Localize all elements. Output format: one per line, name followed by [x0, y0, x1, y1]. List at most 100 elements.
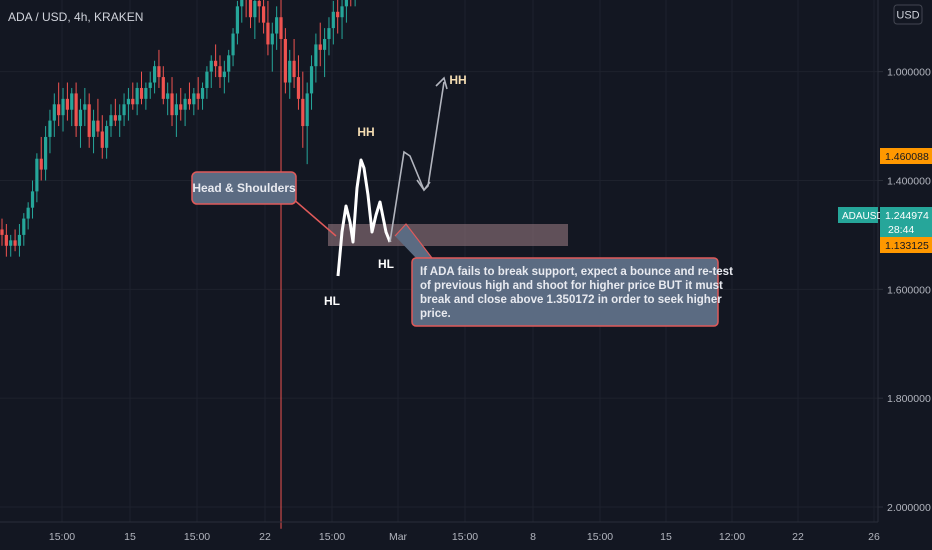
candle-body [248, 0, 253, 18]
candle [292, 38, 296, 88]
last-price-label: 1.244974 [885, 210, 929, 222]
candle-body [161, 77, 165, 99]
candle-body [35, 158, 39, 192]
time-tick-label: 22 [259, 531, 271, 543]
candle-body [17, 234, 22, 246]
candle [257, 0, 261, 23]
candle-body [39, 158, 43, 170]
candle-body [192, 93, 196, 105]
candle [222, 60, 226, 94]
candle [218, 55, 222, 88]
projection-path[interactable] [389, 81, 445, 243]
callout-pattern-text: Head & Shoulders [192, 181, 296, 195]
candle [288, 49, 292, 99]
candle [96, 98, 100, 137]
time-axis-ticks[interactable]: 15:00 15 15:00 22 15:00 Mar 15:00 8 15:00 15 12:00… [49, 531, 880, 543]
candle-body [30, 191, 35, 208]
candle-body [344, 0, 349, 7]
candle-body [253, 0, 257, 18]
candle [205, 66, 209, 99]
candle [270, 22, 274, 72]
support-price-label-bg [880, 237, 932, 253]
candle [157, 49, 161, 88]
symbol-label[interactable]: ADAUSD [842, 211, 884, 222]
callout-plan-box[interactable] [411, 257, 719, 327]
candle-body [266, 22, 270, 45]
callout-pattern-box[interactable] [191, 171, 297, 205]
candle-body [305, 93, 309, 127]
projection-arrowhead-upper [435, 76, 448, 90]
candle-body [288, 60, 292, 83]
candle [144, 82, 148, 110]
candle-body [135, 87, 139, 105]
candle [48, 109, 52, 154]
candle-body [231, 33, 235, 56]
candle-body [327, 28, 331, 39]
time-tick-label: 15:00 [184, 531, 210, 543]
candle [179, 87, 183, 121]
candle-body [100, 131, 104, 148]
candle [161, 66, 165, 105]
candle [131, 82, 135, 110]
symbol-label-bg [838, 207, 878, 223]
candle-body [26, 207, 30, 219]
candle [314, 33, 318, 83]
candle-body [214, 60, 218, 67]
candle-body [152, 66, 157, 83]
candle-body [218, 66, 222, 78]
candle [283, 28, 287, 94]
callout-plan-text: If ADA fails to break support, expect a … [420, 266, 733, 320]
price-axis-ticks: 2.000000 1.800000 1.600000 1.400000 1.000000… [878, 67, 931, 514]
candles [0, 0, 356, 529]
candle [183, 93, 187, 127]
candle [126, 87, 131, 121]
candle-body [318, 44, 322, 50]
candle [9, 234, 13, 257]
candle-body [187, 98, 192, 105]
candle-body [257, 0, 261, 7]
price-tick-label: 1.400000 [887, 175, 931, 187]
label-hl-left: HL [324, 294, 340, 308]
candle-body [179, 104, 183, 110]
candle [235, 0, 240, 45]
candle [74, 82, 78, 137]
head-and-shoulders-path[interactable] [336, 158, 392, 277]
time-tick-label: 26 [868, 531, 880, 543]
candle [139, 71, 144, 105]
candle-body [139, 87, 144, 99]
candle-body [4, 234, 8, 246]
symbol-title[interactable]: ADA / USD, 4h, KRAKEN [8, 10, 143, 24]
candle [309, 55, 314, 110]
candle-body [183, 98, 187, 110]
candle [248, 0, 253, 29]
candle-body [148, 82, 152, 88]
candle-body [200, 87, 205, 99]
time-tick-label: 15 [124, 531, 136, 543]
candle [327, 17, 331, 56]
candle-body [96, 120, 100, 132]
time-tick-label: 15:00 [587, 531, 613, 543]
candle-body [235, 6, 240, 34]
label-hh-peak: HH [357, 125, 374, 139]
candle-body [205, 71, 209, 88]
candle-body [91, 120, 96, 137]
currency-button[interactable]: USD [893, 4, 923, 25]
candle-body [9, 240, 13, 246]
label-hh-target: HH [449, 73, 466, 87]
support-zone-rectangle[interactable] [328, 224, 568, 246]
candle [209, 55, 213, 88]
candle [261, 0, 266, 34]
candle [253, 0, 257, 39]
price-axis[interactable] [878, 0, 932, 522]
time-tick-label: 22 [792, 531, 804, 543]
candle-body [118, 115, 122, 121]
price-tick-label: 1.000000 [887, 67, 931, 79]
candle-body [209, 60, 213, 72]
candle-body [52, 104, 56, 121]
time-tick-label: 8 [530, 531, 536, 543]
time-tick-label: 15 [660, 531, 672, 543]
candle-body [301, 98, 305, 127]
candle [4, 224, 8, 257]
candle-body [279, 17, 283, 39]
